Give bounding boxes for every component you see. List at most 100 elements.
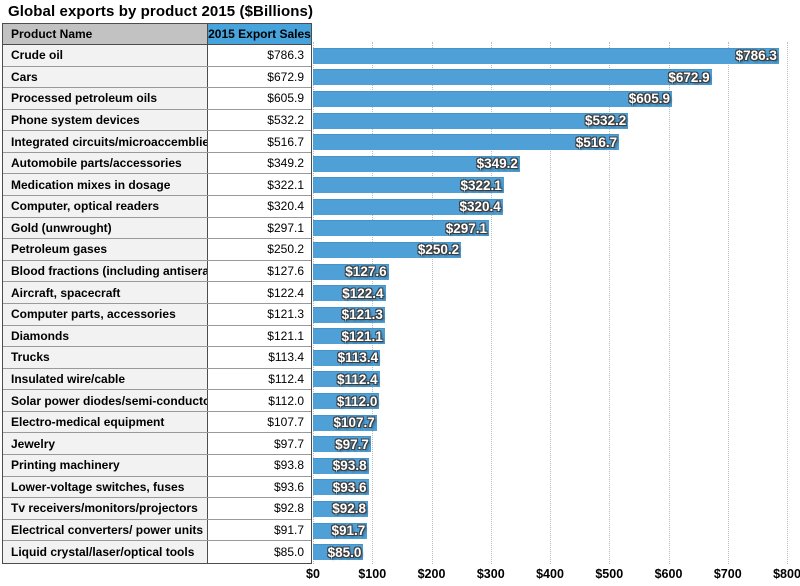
bar-row: $93.6 bbox=[313, 477, 800, 499]
bar-row: $320.4 bbox=[313, 196, 800, 218]
bar-row: $672.9 bbox=[313, 67, 800, 89]
bar-row: $92.8 bbox=[313, 498, 800, 520]
export-sales-cell: $605.9 bbox=[207, 88, 311, 109]
gridline bbox=[490, 42, 492, 564]
export-sales-cell: $349.2 bbox=[207, 152, 311, 174]
x-axis-tick-label: $0 bbox=[306, 567, 320, 581]
product-name-cell: Processed petroleum oils bbox=[3, 88, 207, 109]
export-sales-cell: $320.4 bbox=[207, 196, 311, 217]
export-sales-cell: $107.7 bbox=[207, 411, 311, 433]
gridline bbox=[609, 42, 611, 564]
bar: $93.8 bbox=[313, 457, 369, 474]
export-sales-cell: $532.2 bbox=[207, 109, 311, 131]
x-axis-tick-label: $400 bbox=[536, 567, 564, 581]
table-row: Gold (unwrought) $297.1 bbox=[3, 217, 311, 240]
export-sales-cell: $85.0 bbox=[207, 541, 311, 563]
bar-row: $349.2 bbox=[313, 153, 800, 175]
bar: $112.0 bbox=[313, 393, 380, 410]
bar-row: $121.1 bbox=[313, 326, 800, 348]
product-name-cell: Blood fractions (including antisera) bbox=[3, 260, 207, 282]
bar-row: $97.7 bbox=[313, 433, 800, 455]
x-axis-tick-label: $200 bbox=[417, 567, 446, 581]
bar-row: $250.2 bbox=[313, 239, 800, 261]
bar: $297.1 bbox=[313, 220, 489, 237]
bar: $322.1 bbox=[313, 177, 504, 194]
bar-value-label: $93.6 bbox=[332, 480, 367, 496]
bar-value-label: $786.3 bbox=[735, 48, 777, 64]
bar-value-label: $113.4 bbox=[337, 350, 379, 366]
bar: $121.1 bbox=[313, 328, 385, 345]
table-row: Lower-voltage switches, fuses $93.6 bbox=[3, 476, 311, 499]
bar-value-label: $532.2 bbox=[585, 113, 627, 129]
bar-row: $322.1 bbox=[313, 174, 800, 196]
bar-row: $786.3 bbox=[313, 45, 800, 67]
gridline bbox=[550, 42, 551, 564]
x-axis: $0 $100 $200 $300 $400 $500 $600 $700 $800 bbox=[306, 567, 800, 585]
bar-row: $107.7 bbox=[313, 412, 800, 434]
bar: $121.3 bbox=[313, 306, 385, 323]
export-sales-cell: $121.1 bbox=[207, 325, 311, 347]
export-sales-cell: $122.4 bbox=[207, 282, 311, 303]
table-row: Tv receivers/monitors/projectors $92.8 bbox=[3, 498, 311, 520]
product-name-cell: Cars bbox=[3, 66, 207, 88]
gridline bbox=[727, 42, 729, 564]
bar: $122.4 bbox=[313, 285, 386, 302]
product-name-cell: Phone system devices bbox=[3, 109, 207, 131]
product-name-cell: Diamonds bbox=[3, 325, 207, 347]
product-name-cell: Insulated wire/cable bbox=[3, 368, 207, 390]
export-sales-cell: $786.3 bbox=[207, 45, 311, 66]
bar-row: $532.2 bbox=[313, 110, 800, 132]
bar-value-label: $112.4 bbox=[337, 372, 378, 388]
x-axis-tick-label: $700 bbox=[713, 567, 742, 581]
bar: $672.9 bbox=[313, 69, 712, 86]
bar-chart-plot-area: $786.3 $672.9 $605.9 $532.2 $516.7 $349.2 $322… bbox=[313, 42, 800, 564]
table-row: Phone system devices $532.2 bbox=[3, 109, 311, 132]
bar: $93.6 bbox=[313, 479, 369, 496]
bar: $97.7 bbox=[313, 436, 371, 453]
bar-row: $297.1 bbox=[313, 218, 800, 240]
export-sales-cell: $127.6 bbox=[207, 260, 311, 282]
gridline bbox=[313, 42, 314, 564]
export-sales-cell: $112.4 bbox=[207, 368, 311, 390]
x-axis-tick-label: $600 bbox=[654, 567, 683, 581]
bar-value-label: $297.1 bbox=[445, 221, 487, 237]
export-sales-cell: $92.8 bbox=[207, 498, 311, 519]
bar-value-label: $85.0 bbox=[327, 544, 362, 560]
bars-layer: $786.3 $672.9 $605.9 $532.2 $516.7 $349.2 $322… bbox=[313, 45, 800, 563]
product-name-cell: Gold (unwrought) bbox=[3, 217, 207, 239]
product-name-cell: Computer parts, accessories bbox=[3, 303, 207, 325]
product-name-cell: Automobile parts/accessories bbox=[3, 152, 207, 174]
bar-value-label: $516.7 bbox=[575, 134, 618, 150]
bar-value-label: $92.8 bbox=[332, 501, 366, 517]
bar-row: $93.8 bbox=[313, 455, 800, 477]
gridline bbox=[668, 42, 670, 564]
product-name-cell: Solar power diodes/semi-conductors bbox=[3, 390, 207, 411]
bar: $250.2 bbox=[313, 241, 462, 258]
export-sales-cell: $297.1 bbox=[207, 217, 311, 239]
export-sales-cell: $516.7 bbox=[207, 131, 311, 152]
export-sales-cell: $672.9 bbox=[207, 66, 311, 88]
bar-row: $122.4 bbox=[313, 282, 800, 304]
product-name-cell: Petroleum gases bbox=[3, 239, 207, 260]
table-row: Crude oil $786.3 bbox=[3, 45, 311, 67]
bar-row: $605.9 bbox=[313, 88, 800, 110]
bar: $127.6 bbox=[313, 263, 389, 280]
col-header-product-name: Product Name bbox=[3, 24, 207, 44]
table-row: Liquid crystal/laser/optical tools $85.0 bbox=[3, 541, 311, 563]
bar-value-label: $320.4 bbox=[459, 199, 501, 215]
x-axis-tick-label: $300 bbox=[476, 567, 505, 581]
bar-value-label: $322.1 bbox=[460, 177, 502, 193]
product-name-cell: Electro-medical equipment bbox=[3, 411, 207, 433]
bar: $113.4 bbox=[313, 349, 381, 366]
bar-value-label: $250.2 bbox=[417, 242, 460, 258]
bar-value-label: $112.0 bbox=[336, 393, 378, 409]
product-name-cell: Computer, optical readers bbox=[3, 196, 207, 217]
bar-row: $121.3 bbox=[313, 304, 800, 326]
bar-row: $112.4 bbox=[313, 369, 800, 391]
table-row: Trucks $113.4 bbox=[3, 347, 311, 369]
table-row: Aircraft, spacecraft $122.4 bbox=[3, 282, 311, 304]
table-body: Crude oil $786.3 Cars $672.9 Processed petro… bbox=[3, 45, 311, 563]
bar-row: $516.7 bbox=[313, 131, 800, 153]
product-name-cell: Electrical converters/ power units bbox=[3, 519, 207, 541]
